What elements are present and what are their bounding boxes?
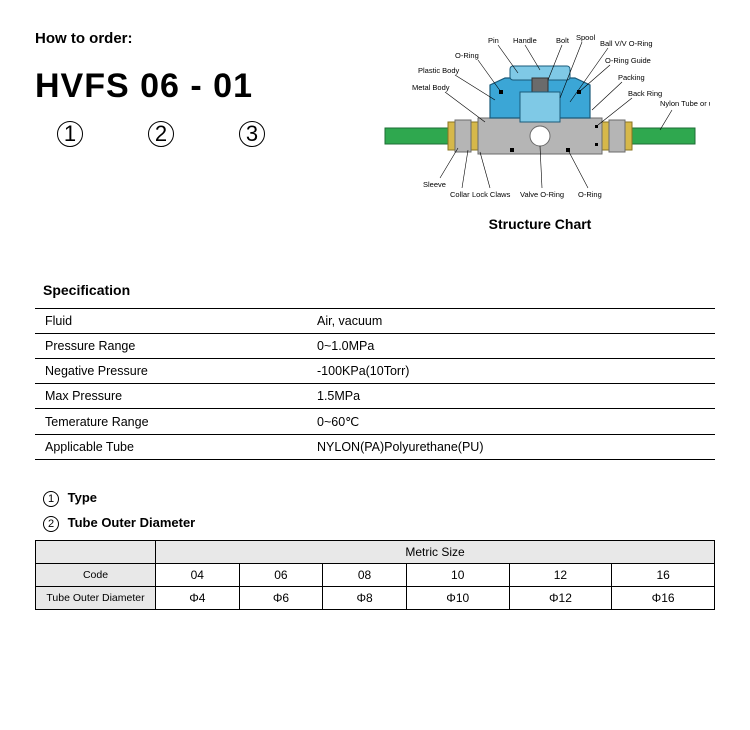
label-handle: Handle — [513, 36, 537, 45]
circled-1-inline: 1 — [43, 491, 59, 507]
metric-table: Metric Size Code 04 06 08 10 12 16 Tube … — [35, 540, 715, 610]
structure-diagram: Pin Handle Bolt Spool Ball V/V O-Ring O-… — [370, 30, 710, 205]
circled-1: 1 — [57, 121, 83, 147]
label-lockclaws: Lock Claws — [472, 190, 511, 199]
label-nylon1: Nylon Tube or urethane Tube — [660, 99, 710, 108]
table-row: Temerature Range0~60℃ — [35, 409, 715, 435]
label-pin: Pin — [488, 36, 499, 45]
label-bolt: Bolt — [556, 36, 570, 45]
label-packing: Packing — [618, 73, 645, 82]
circled-2-inline: 2 — [43, 516, 59, 532]
structure-chart-title: Structure Chart — [365, 216, 715, 232]
tube-heading: 2 Tube Outer Diameter — [43, 515, 715, 532]
table-row: Tube Outer Diameter Φ4 Φ6 Φ8 Φ10 Φ12 Φ16 — [36, 587, 715, 610]
model-code: HVFS 06 - 01 — [35, 67, 345, 106]
label-backring: Back Ring — [628, 89, 662, 98]
tube-label: Tube Outer Diameter — [68, 515, 196, 530]
table-row: Code 04 06 08 10 12 16 — [36, 564, 715, 587]
circled-number-row: 1 2 3 — [35, 121, 345, 147]
circled-3: 3 — [239, 121, 265, 147]
spec-title: Specification — [43, 282, 715, 298]
dia-label: Tube Outer Diameter — [36, 587, 156, 610]
how-to-order-title: How to order: — [35, 30, 345, 47]
type-label: Type — [68, 490, 97, 505]
label-metal: Metal Body — [412, 83, 450, 92]
circled-2: 2 — [148, 121, 174, 147]
label-plastic: Plastic Body — [418, 66, 460, 75]
label-oring-guide: O-Ring Guide — [605, 56, 651, 65]
label-ballvv: Ball V/V O-Ring — [600, 39, 653, 48]
code-label: Code — [36, 564, 156, 587]
label-sleeve: Sleeve — [423, 180, 446, 189]
table-row: Max Pressure1.5MPa — [35, 384, 715, 409]
table-row: Negative Pressure-100KPa(10Torr) — [35, 359, 715, 384]
label-collar: Collar — [450, 190, 470, 199]
label-oring-bot: O-Ring — [578, 190, 602, 199]
table-row: Applicable TubeNYLON(PA)Polyurethane(PU) — [35, 435, 715, 460]
table-row: Pressure Range0~1.0MPa — [35, 334, 715, 359]
spec-table: FluidAir, vacuum Pressure Range0~1.0MPa … — [35, 308, 715, 460]
label-valveoring: Valve O-Ring — [520, 190, 564, 199]
metric-header: Metric Size — [156, 541, 715, 564]
label-oring-top: O-Ring — [455, 51, 479, 60]
label-spool: Spool — [576, 33, 596, 42]
table-row: FluidAir, vacuum — [35, 309, 715, 334]
type-heading: 1 Type — [43, 490, 715, 507]
